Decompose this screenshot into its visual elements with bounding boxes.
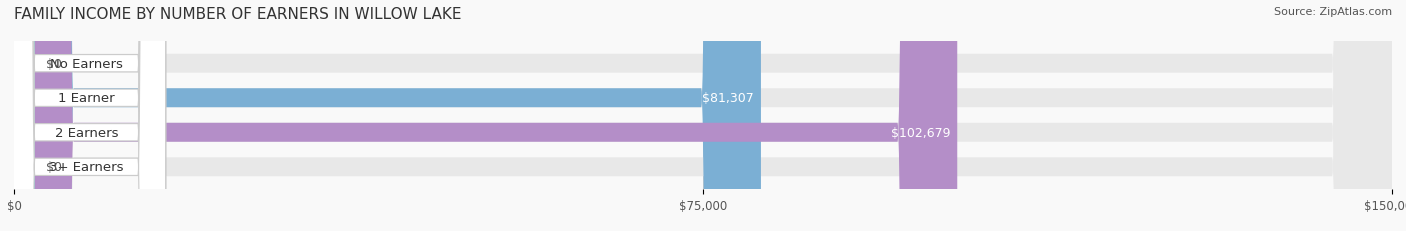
FancyBboxPatch shape [7, 0, 166, 231]
FancyBboxPatch shape [7, 0, 166, 231]
FancyBboxPatch shape [7, 0, 166, 231]
Text: 2 Earners: 2 Earners [55, 126, 118, 139]
Text: No Earners: No Earners [51, 58, 122, 70]
FancyBboxPatch shape [7, 0, 166, 231]
FancyBboxPatch shape [14, 0, 1392, 231]
Text: $102,679: $102,679 [891, 126, 950, 139]
FancyBboxPatch shape [14, 0, 1392, 231]
FancyBboxPatch shape [14, 0, 761, 231]
Text: $0: $0 [46, 161, 62, 173]
FancyBboxPatch shape [14, 0, 35, 231]
Text: FAMILY INCOME BY NUMBER OF EARNERS IN WILLOW LAKE: FAMILY INCOME BY NUMBER OF EARNERS IN WI… [14, 7, 461, 22]
FancyBboxPatch shape [14, 0, 1392, 231]
FancyBboxPatch shape [14, 0, 1392, 231]
Text: $81,307: $81,307 [702, 92, 754, 105]
FancyBboxPatch shape [14, 0, 35, 231]
Text: 1 Earner: 1 Earner [58, 92, 115, 105]
Text: Source: ZipAtlas.com: Source: ZipAtlas.com [1274, 7, 1392, 17]
FancyBboxPatch shape [14, 0, 957, 231]
Text: 3+ Earners: 3+ Earners [49, 161, 124, 173]
Text: $0: $0 [46, 58, 62, 70]
